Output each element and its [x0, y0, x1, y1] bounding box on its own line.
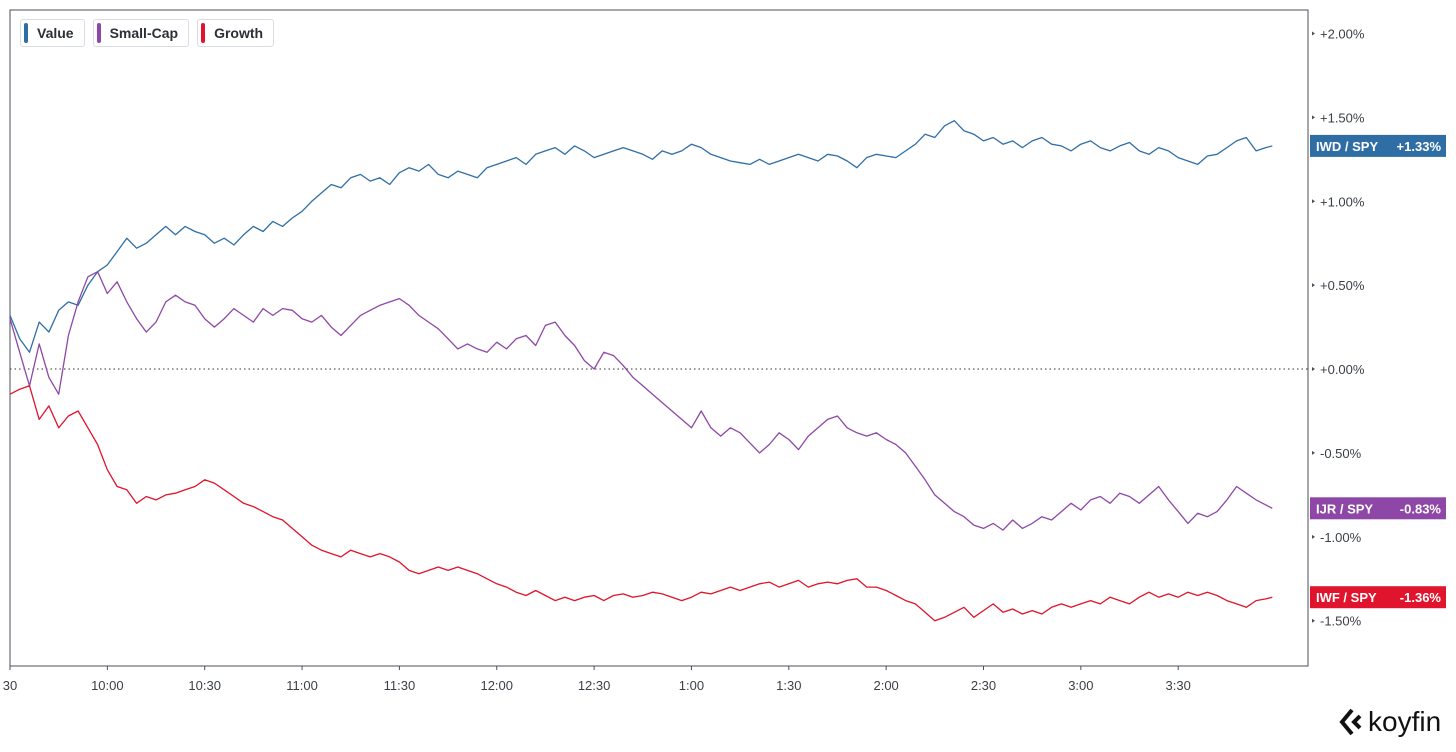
x-tick-label: 10:30 [188, 678, 221, 693]
x-tick-label: 12:30 [578, 678, 611, 693]
end-label-ticker: IWD / SPY [1316, 139, 1378, 154]
y-tick-label: +0.50% [1320, 278, 1365, 293]
x-tick-label: 11:00 [286, 678, 318, 693]
brand-name: koyfin [1368, 706, 1442, 737]
legend-swatch-growth [201, 23, 206, 43]
y-tick-mark [1312, 283, 1315, 288]
x-tick-label: 12:00 [480, 678, 513, 693]
y-tick-label: +2.00% [1320, 26, 1365, 41]
legend-swatch-small-cap [96, 23, 101, 43]
legend-item-small-cap[interactable]: Small-Cap [92, 19, 190, 47]
koyfin-logo: koyfin [1338, 706, 1441, 738]
legend-label-small-cap: Small-Cap [109, 25, 179, 41]
end-label-box [1310, 497, 1446, 520]
end-label-value: +1.33% [1397, 139, 1442, 154]
y-tick-mark [1312, 199, 1315, 204]
end-label-ticker: IJR / SPY [1316, 501, 1373, 516]
end-label-box [1310, 134, 1446, 157]
end-label-value: -0.83% [1400, 501, 1442, 516]
end-label-value: IWD / SPY +1.33% [1310, 134, 1446, 157]
x-tick-label: 11:30 [384, 678, 416, 693]
end-label-value: -1.36% [1400, 590, 1442, 605]
legend-label-growth: Growth [214, 25, 264, 41]
y-tick-mark [1312, 618, 1315, 623]
x-tick-label: 10:00 [91, 678, 124, 693]
series-line-value [9, 120, 1273, 353]
y-tick-mark [1312, 450, 1315, 455]
end-label-ticker: IWF / SPY [1316, 590, 1377, 605]
x-tick-label: 2:30 [971, 678, 996, 693]
legend-label-value: Value [37, 25, 74, 41]
series-line-growth [9, 385, 1273, 622]
y-tick-label: -1.50% [1320, 614, 1362, 629]
y-tick-mark [1312, 115, 1315, 120]
koyfin-logo-icon [1339, 708, 1362, 736]
x-tick-label: 1:00 [679, 678, 704, 693]
end-label-small-cap: IJR / SPY -0.83% [1310, 497, 1446, 520]
x-tick-label: 3:30 [1166, 678, 1191, 693]
y-tick-label: -1.00% [1320, 530, 1362, 545]
y-tick-label: +1.00% [1320, 194, 1365, 209]
x-tick-label: 30 [3, 678, 17, 693]
legend: Value Small-Cap Growth [20, 19, 275, 47]
y-tick-mark [1312, 31, 1315, 36]
plot-area-border [9, 9, 1309, 667]
y-tick-mark [1312, 367, 1315, 372]
y-tick-label: -0.50% [1320, 446, 1362, 461]
x-tick-label: 3:00 [1068, 678, 1093, 693]
legend-item-value[interactable]: Value [20, 19, 85, 47]
series-line-small-cap [9, 271, 1273, 531]
end-label-box [1310, 586, 1446, 609]
y-tick-label: +0.00% [1320, 362, 1365, 377]
y-tick-mark [1312, 534, 1315, 539]
x-tick-label: 2:00 [873, 678, 898, 693]
legend-item-growth[interactable]: Growth [197, 19, 275, 47]
x-tick-label: 1:30 [776, 678, 801, 693]
end-label-growth: IWF / SPY -1.36% [1310, 586, 1446, 609]
legend-swatch-value [24, 23, 28, 43]
y-tick-label: +1.50% [1320, 110, 1365, 125]
